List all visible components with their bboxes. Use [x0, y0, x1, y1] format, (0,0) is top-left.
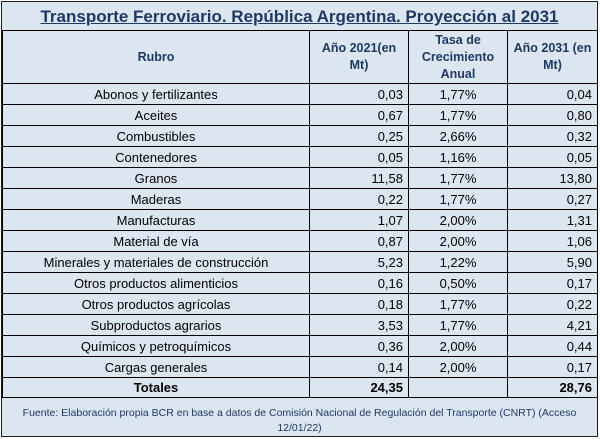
cell-2021: 3,53	[309, 314, 409, 336]
header-anio-2021: Año 2021(en Mt)	[309, 30, 409, 84]
cell-tasa: 0,50%	[408, 272, 508, 294]
table-row: Cargas generales 0,14 2,00% 0,17	[2, 356, 598, 378]
table-row: Contenedores 0,05 1,16% 0,05	[2, 146, 598, 168]
cell-2021: 0,87	[309, 230, 409, 252]
cell-2031: 0,04	[507, 83, 598, 105]
cell-tasa: 1,22%	[408, 251, 508, 273]
cell-rubro: Cargas generales	[2, 356, 310, 378]
totals-tasa	[408, 377, 508, 398]
cell-rubro: Minerales y materiales de construcción	[2, 251, 310, 273]
cell-2021: 11,58	[309, 167, 409, 189]
cell-2031: 0,44	[507, 335, 598, 357]
cell-tasa: 1,77%	[408, 83, 508, 105]
cell-2031: 0,17	[507, 356, 598, 378]
table-row: Granos 11,58 1,77% 13,80	[2, 167, 598, 189]
table-row: Material de vía 0,87 2,00% 1,06	[2, 230, 598, 252]
cell-2021: 0,25	[309, 125, 409, 147]
cell-tasa: 1,77%	[408, 293, 508, 315]
totals-row: Totales 24,35 28,76	[2, 377, 598, 398]
cell-rubro: Abonos y fertilizantes	[2, 83, 310, 105]
cell-tasa: 1,16%	[408, 146, 508, 168]
cell-tasa: 1,77%	[408, 167, 508, 189]
cell-2031: 5,90	[507, 251, 598, 273]
table-row: Otros productos alimenticios 0,16 0,50% 0,1…	[2, 272, 598, 294]
cell-rubro: Maderas	[2, 188, 310, 210]
cell-2021: 0,67	[309, 104, 409, 126]
cell-2021: 0,05	[309, 146, 409, 168]
table-row: Aceites 0,67 1,77% 0,80	[2, 104, 598, 126]
cell-rubro: Aceites	[2, 104, 310, 126]
cell-2031: 0,27	[507, 188, 598, 210]
cell-tasa: 1,77%	[408, 314, 508, 336]
cell-2021: 0,22	[309, 188, 409, 210]
cell-2021: 0,03	[309, 83, 409, 105]
table-row: Minerales y materiales de construcción 5,…	[2, 251, 598, 273]
cell-2021: 0,36	[309, 335, 409, 357]
cell-2021: 0,16	[309, 272, 409, 294]
table-row: Combustibles 0,25 2,66% 0,32	[2, 125, 598, 147]
cell-2031: 0,32	[507, 125, 598, 147]
header-rubro: Rubro	[2, 30, 310, 84]
data-table: Rubro Año 2021(en Mt) Tasa de Crecimient…	[2, 30, 598, 398]
cell-rubro: Otros productos alimenticios	[2, 272, 310, 294]
table-row: Químicos y petroquímicos 0,36 2,00% 0,44	[2, 335, 598, 357]
cell-tasa: 2,66%	[408, 125, 508, 147]
cell-rubro: Otros productos agrícolas	[2, 293, 310, 315]
header-anio-2031: Año 2031 (en Mt)	[507, 30, 598, 84]
table-row: Subproductos agrarios 3,53 1,77% 4,21	[2, 314, 598, 336]
cell-rubro: Subproductos agrarios	[2, 314, 310, 336]
cell-2021: 5,23	[309, 251, 409, 273]
cell-rubro: Material de vía	[2, 230, 310, 252]
cell-rubro: Manufacturas	[2, 209, 310, 231]
cell-tasa: 2,00%	[408, 335, 508, 357]
totals-label: Totales	[2, 377, 310, 398]
table-row: Maderas 0,22 1,77% 0,27	[2, 188, 598, 210]
cell-2021: 0,14	[309, 356, 409, 378]
cell-tasa: 1,77%	[408, 104, 508, 126]
totals-2031: 28,76	[507, 377, 598, 398]
cell-tasa: 2,00%	[408, 209, 508, 231]
cell-2031: 0,80	[507, 104, 598, 126]
cell-tasa: 2,00%	[408, 356, 508, 378]
table-row: Abonos y fertilizantes 0,03 1,77% 0,04	[2, 83, 598, 105]
cell-2031: 0,05	[507, 146, 598, 168]
cell-rubro: Combustibles	[2, 125, 310, 147]
source-note: Fuente: Elaboración propia BCR en base a…	[22, 407, 577, 434]
cell-tasa: 2,00%	[408, 230, 508, 252]
table-row: Otros productos agrícolas 0,18 1,77% 0,22	[2, 293, 598, 315]
page-title: Transporte Ferroviario. República Argent…	[40, 7, 559, 26]
cell-rubro: Químicos y petroquímicos	[2, 335, 310, 357]
cell-2021: 0,18	[309, 293, 409, 315]
cell-2021: 1,07	[309, 209, 409, 231]
cell-2031: 13,80	[507, 167, 598, 189]
table-row: Manufacturas 1,07 2,00% 1,31	[2, 209, 598, 231]
cell-rubro: Contenedores	[2, 146, 310, 168]
table-header-row: Rubro Año 2021(en Mt) Tasa de Crecimient…	[2, 30, 598, 84]
cell-rubro: Granos	[2, 167, 310, 189]
cell-2031: 1,06	[507, 230, 598, 252]
cell-2031: 1,31	[507, 209, 598, 231]
cell-2031: 4,21	[507, 314, 598, 336]
cell-tasa: 1,77%	[408, 188, 508, 210]
totals-2021: 24,35	[309, 377, 409, 398]
cell-2031: 0,17	[507, 272, 598, 294]
cell-2031: 0,22	[507, 293, 598, 315]
header-tasa: Tasa de Crecimiento Anual	[408, 30, 508, 84]
